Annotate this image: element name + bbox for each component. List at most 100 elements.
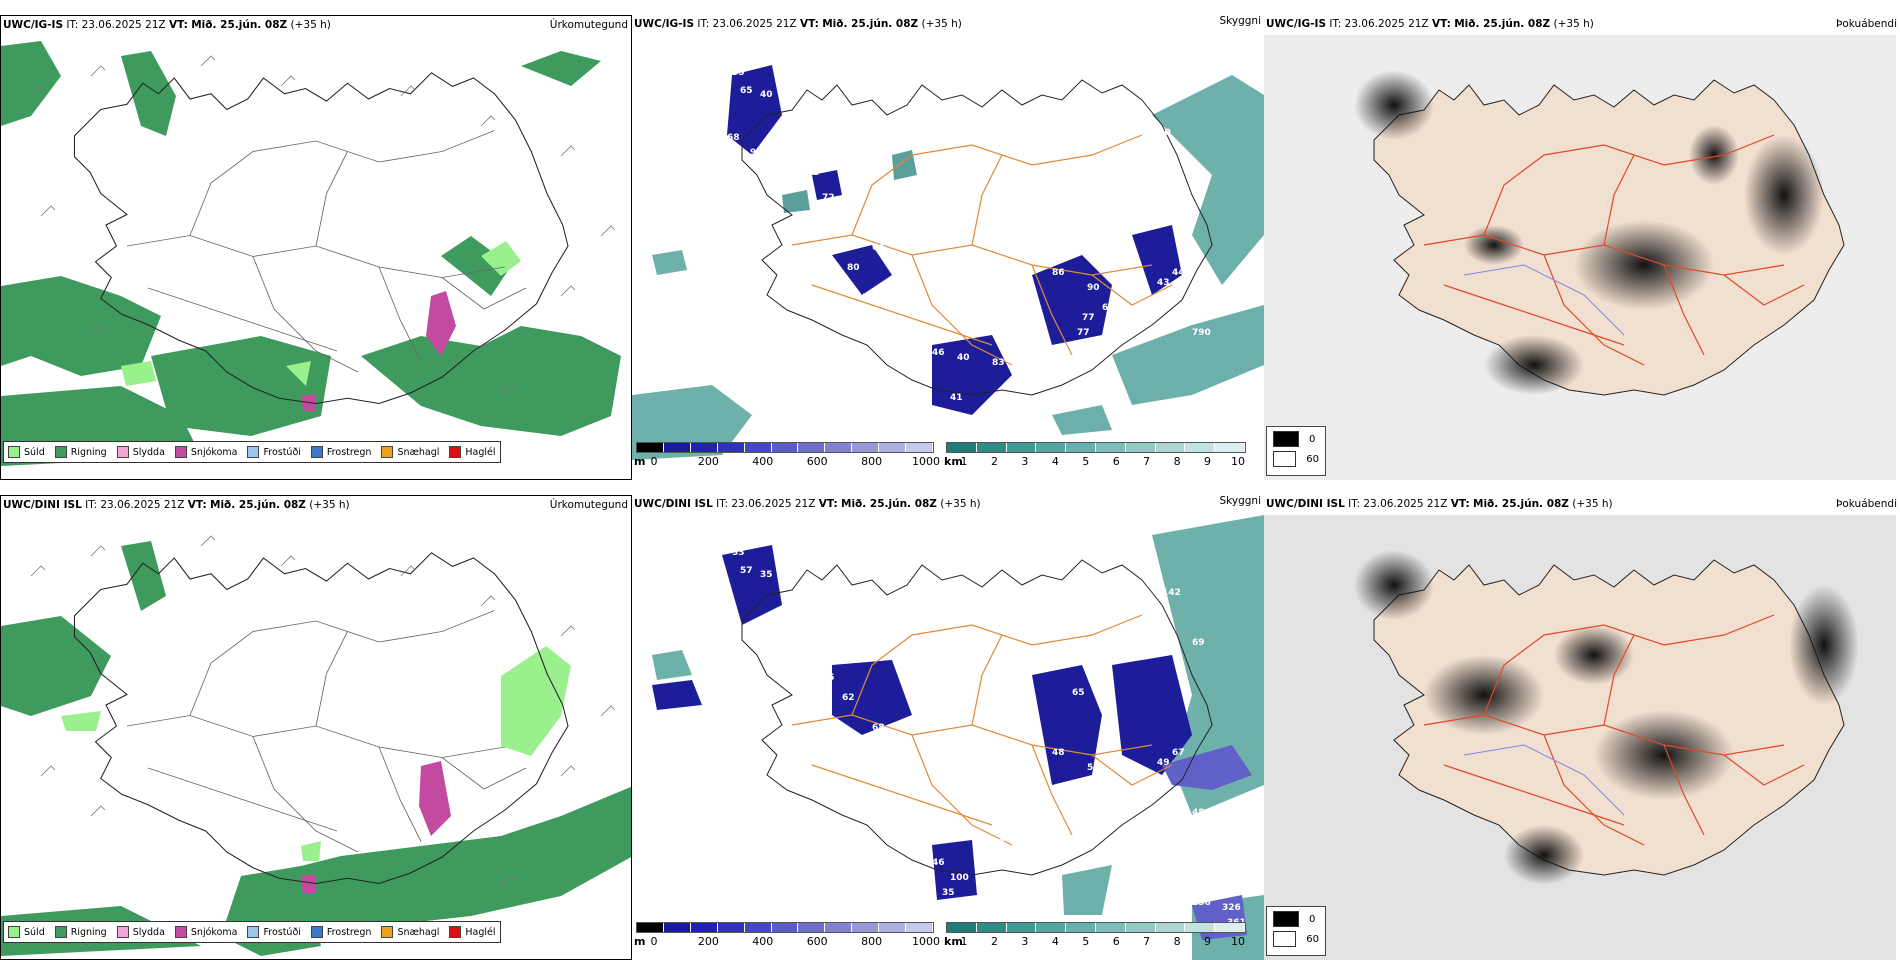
legend-label: Frostregn [326,926,372,938]
ceiling-label: 599 [862,293,881,303]
ceiling-label: 209 [1232,818,1251,828]
ceiling-label: 140 [862,773,881,783]
ceiling-label: 40 [957,353,970,363]
scale-swatch [976,923,1007,932]
precip-type-map [1,535,631,956]
height-scale: m 0 200 400 600 800 1000 [634,442,940,476]
ceiling-label: 100 [950,873,969,883]
scale-swatch [771,923,799,932]
ceiling-label: 68 [727,133,740,143]
scale-tick: 600 [806,935,828,948]
legend-item-4: Frostúði [247,926,301,938]
scale-swatch [879,923,907,932]
scale-swatch [1006,923,1037,932]
panel-title: Skyggni [1219,495,1262,507]
scale-tick: 5 [1082,935,1090,948]
legend-swatch-dark [1273,431,1299,447]
panel-header: UWC/IG-IS IT: 23.06.2025 21Z VT: Mið. 25… [3,19,331,31]
legend-swatch [247,446,260,458]
ceiling-label: 44 [1172,268,1185,278]
legend-label: Snjókoma [190,446,238,458]
legend-swatch [174,446,187,458]
legend-label: Slydda [132,926,165,938]
legend-item-1: Rigning [54,926,107,938]
panel-header: UWC/DINI ISL IT: 23.06.2025 21Z VT: Mið.… [3,499,350,511]
ceiling-label: 170 [1212,828,1231,838]
legend-label: Frostúði [263,926,301,938]
ceiling-label: 67 [1172,748,1185,758]
precip-type-legend: Súld Rigning Slydda Snjókoma Frostúði Frostre… [3,441,501,463]
ceiling-label: 64 [872,243,885,253]
scale-swatch [637,443,664,452]
ceiling-label: 44 [1152,608,1165,618]
scale-swatch [744,923,772,932]
scale-tick: 0 [650,935,658,948]
legend-item-3: Snjókoma [174,446,238,458]
ceiling-label: 43 [1157,278,1170,288]
scale-tick: 9 [1204,935,1212,948]
ceiling-label: 48 [1052,748,1065,758]
scale-tick: 8 [1173,455,1181,468]
ceiling-label: 46 [932,858,945,868]
scale-tick: 1 [960,455,968,468]
scale-swatch [690,923,718,932]
scale-tick: 6 [1112,455,1120,468]
scale-swatch [798,923,826,932]
legend-item-0: Súld [8,446,45,458]
scale-tick: 10 [1231,455,1245,468]
scale-tick: 400 [752,935,774,948]
scale-swatch [1185,443,1216,452]
legend-swatch-dark [1273,911,1299,927]
ceiling-label: 10 [992,838,1005,848]
legend-item-6: Snæhagl [381,926,439,938]
legend-item-5: Frostregn [310,926,372,938]
ceiling-label: 35 [760,570,773,580]
visibility-panel-top: UWC/IG-IS IT: 23.06.2025 21Z VT: Mið. 25… [632,15,1264,480]
scale-swatch [637,923,664,932]
ceiling-label: 45 [822,673,835,683]
ceiling-label: 38 [1102,783,1115,793]
ceiling-label: 69 [932,828,945,838]
legend-label: Haglél [465,446,496,458]
panel-header: UWC/IG-IS IT: 23.06.2025 21Z VT: Mið. 25… [1266,18,1594,30]
scale-tick: 200 [697,935,719,948]
ceiling-label: 40 [760,90,773,100]
scale-tick: 2 [990,935,998,948]
scale-swatch [1066,923,1096,932]
ceiling-label: 68 [872,723,885,733]
panel-title: Þokuábendi [1836,498,1897,510]
legend-label: Snæhagl [397,926,440,938]
scale-swatch [906,443,933,452]
ceiling-label: 41 [950,393,963,403]
ceiling-label: 76 [1077,808,1090,818]
scale-tick: 1 [960,935,968,948]
ceiling-label: 76 [842,213,855,223]
ceiling-label: 65 [1072,688,1085,698]
ceiling-label: 72 [1012,343,1025,353]
ceiling-label: 65 [740,86,753,96]
ceiling-label: 80 [847,263,860,273]
legend-swatch [310,926,323,938]
scale-swatch [1095,923,1126,932]
ceiling-label: 50 [1082,793,1095,803]
scale-tick: 800 [861,935,883,948]
legend-swatch [247,926,260,938]
ceiling-label: 59 [727,613,740,623]
ceiling-label: 51 [1087,763,1100,773]
legend-label: Rigning [70,926,107,938]
scale-swatch [1185,923,1216,932]
visibility-panel-bottom: UWC/DINI ISL IT: 23.06.2025 21Z VT: Mið.… [632,495,1264,960]
scale-tick: 2 [990,455,998,468]
legend-item-7: Haglél [449,446,496,458]
ceiling-label: 33 [732,548,745,558]
ceiling-label: 21 [750,628,763,638]
ceiling-label: 90 [750,148,763,158]
visibility-map: 55 65 40 48 68 90 73 72 76 64 80 599 46 40 83 72 41 69 77 8… [632,65,1264,460]
legend-swatch [116,446,129,458]
legend-swatch [8,926,20,938]
ceiling-label: 77 [1082,313,1095,323]
legend-swatch-light [1273,931,1297,947]
legend-swatch [54,926,67,938]
scale-tick: 8 [1173,935,1181,948]
cloud-panel-top: UWC/IG-IS IT: 23.06.2025 21Z VT: Mið. 25… [1264,15,1900,480]
